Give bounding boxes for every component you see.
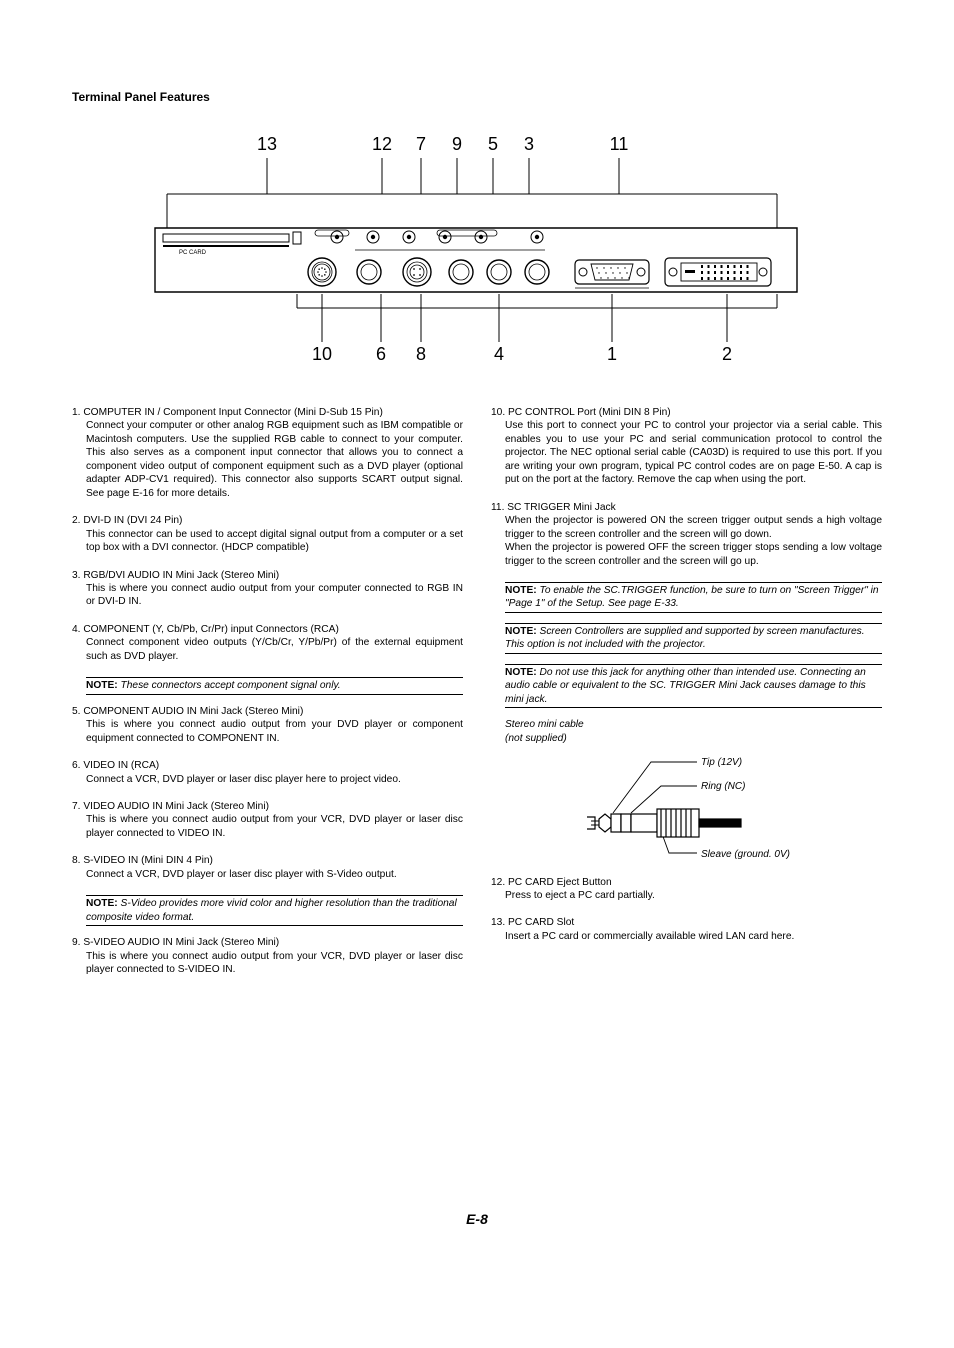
item-body: Use this port to connect your PC to cont… — [491, 419, 882, 486]
note: NOTE: Do not use this jack for anything … — [505, 664, 882, 708]
list-item: 13. PC CARD SlotInsert a PC card or comm… — [491, 916, 882, 943]
note: NOTE: S-Video provides more vivid color … — [86, 895, 463, 926]
list-item: 9. S-VIDEO AUDIO IN Mini Jack (Stereo Mi… — [72, 936, 463, 976]
item-heading: 10. PC CONTROL Port (Mini DIN 8 Pin) — [491, 406, 882, 419]
item-heading: 5. COMPONENT AUDIO IN Mini Jack (Stereo … — [72, 705, 463, 718]
item-body: When the projector is powered ON the scr… — [491, 514, 882, 568]
note: NOTE: To enable the SC.TRIGGER function,… — [505, 582, 882, 613]
svg-text:1: 1 — [607, 344, 617, 364]
svg-text:6: 6 — [376, 344, 386, 364]
svg-text:7: 7 — [416, 134, 426, 154]
item-heading: 4. COMPONENT (Y, Cb/Pb, Cr/Pr) input Con… — [72, 623, 463, 636]
svg-text:8: 8 — [416, 344, 426, 364]
stereo-cable-label: Stereo mini cable(not supplied) — [491, 718, 882, 745]
svg-text:12: 12 — [372, 134, 392, 154]
svg-text:Sleave (ground. 0V): Sleave (ground. 0V) — [701, 849, 790, 860]
item-body: Connect your computer or other analog RG… — [72, 419, 463, 500]
item-body: This is where you connect audio output f… — [72, 582, 463, 609]
item-body: Insert a PC card or commercially availab… — [491, 930, 882, 943]
item-body: This is where you connect audio output f… — [72, 813, 463, 840]
item-body: Connect component video outputs (Y/Cb/Cr… — [72, 636, 463, 663]
svg-text:Tip (12V): Tip (12V) — [701, 757, 742, 768]
svg-text:13: 13 — [257, 134, 277, 154]
list-item: 11. SC TRIGGER Mini JackWhen the project… — [491, 501, 882, 568]
item-heading: 1. COMPUTER IN / Component Input Connect… — [72, 406, 463, 419]
svg-text:PC CARD: PC CARD — [179, 250, 207, 256]
page-number: E-8 — [72, 1211, 882, 1227]
item-body: This is where you connect audio output f… — [72, 718, 463, 745]
section-title: Terminal Panel Features — [72, 90, 882, 104]
list-item: 5. COMPONENT AUDIO IN Mini Jack (Stereo … — [72, 705, 463, 745]
item-heading: 2. DVI-D IN (DVI 24 Pin) — [72, 514, 463, 527]
list-item: 2. DVI-D IN (DVI 24 Pin)This connector c… — [72, 514, 463, 554]
note: NOTE: Screen Controllers are supplied an… — [505, 623, 882, 654]
item-heading: 12. PC CARD Eject Button — [491, 876, 882, 889]
item-body: Press to eject a PC card partially. — [491, 889, 882, 902]
item-body: Connect a VCR, DVD player or laser disc … — [72, 773, 463, 786]
svg-text:5: 5 — [488, 134, 498, 154]
item-heading: 8. S-VIDEO IN (Mini DIN 4 Pin) — [72, 854, 463, 867]
list-item: 10. PC CONTROL Port (Mini DIN 8 Pin)Use … — [491, 406, 882, 487]
item-heading: 13. PC CARD Slot — [491, 916, 882, 929]
list-item: 8. S-VIDEO IN (Mini DIN 4 Pin)Connect a … — [72, 854, 463, 881]
svg-text:4: 4 — [494, 344, 504, 364]
terminal-panel-diagram: 1312795311PC CARD1068412 — [72, 132, 882, 370]
svg-text:Ring (NC): Ring (NC) — [701, 781, 745, 792]
item-heading: 7. VIDEO AUDIO IN Mini Jack (Stereo Mini… — [72, 800, 463, 813]
svg-text:11: 11 — [610, 134, 629, 154]
mini-jack-diagram: Tip (12V) Ring (NC) Sleave (ground. 0V) — [491, 751, 882, 875]
svg-text:10: 10 — [312, 344, 332, 364]
item-heading: 9. S-VIDEO AUDIO IN Mini Jack (Stereo Mi… — [72, 936, 463, 949]
left-column: 1. COMPUTER IN / Component Input Connect… — [72, 406, 463, 991]
svg-text:2: 2 — [722, 344, 732, 364]
item-heading: 11. SC TRIGGER Mini Jack — [491, 501, 882, 514]
content-columns: 1. COMPUTER IN / Component Input Connect… — [72, 406, 882, 991]
item-heading: 6. VIDEO IN (RCA) — [72, 759, 463, 772]
list-item: 1. COMPUTER IN / Component Input Connect… — [72, 406, 463, 500]
item-body: This is where you connect audio output f… — [72, 950, 463, 977]
right-column: 10. PC CONTROL Port (Mini DIN 8 Pin)Use … — [491, 406, 882, 991]
item-body: This connector can be used to accept dig… — [72, 528, 463, 555]
list-item: 7. VIDEO AUDIO IN Mini Jack (Stereo Mini… — [72, 800, 463, 840]
svg-text:9: 9 — [452, 134, 462, 154]
note: NOTE: These connectors accept component … — [86, 677, 463, 694]
list-item: 4. COMPONENT (Y, Cb/Pb, Cr/Pr) input Con… — [72, 623, 463, 663]
list-item: 6. VIDEO IN (RCA)Connect a VCR, DVD play… — [72, 759, 463, 786]
list-item: 3. RGB/DVI AUDIO IN Mini Jack (Stereo Mi… — [72, 569, 463, 609]
svg-text:3: 3 — [524, 134, 534, 154]
list-item: 12. PC CARD Eject ButtonPress to eject a… — [491, 876, 882, 903]
item-heading: 3. RGB/DVI AUDIO IN Mini Jack (Stereo Mi… — [72, 569, 463, 582]
item-body: Connect a VCR, DVD player or laser disc … — [72, 868, 463, 881]
